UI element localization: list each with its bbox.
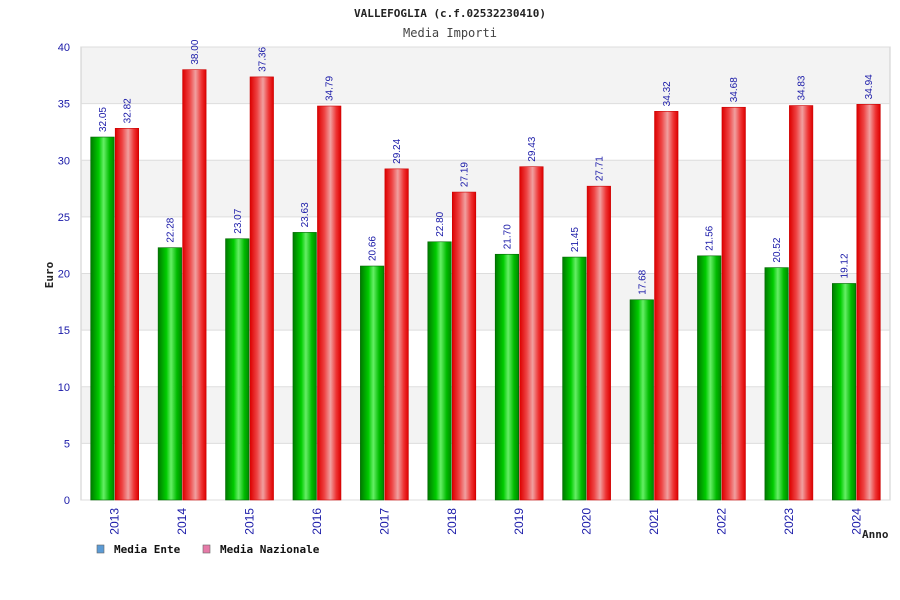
y-tick-label: 10 bbox=[58, 382, 70, 394]
bar-media-ente-2017 bbox=[360, 265, 385, 501]
legend-swatch bbox=[96, 544, 105, 554]
y-tick-label: 15 bbox=[58, 325, 70, 337]
y-tick-label: 5 bbox=[64, 438, 70, 450]
x-axis-label: Anno bbox=[862, 528, 889, 541]
data-label: 34.83 bbox=[797, 75, 808, 100]
data-label: 34.32 bbox=[662, 81, 673, 106]
bar-media-nazionale-2021 bbox=[654, 111, 679, 501]
bar-media-nazionale-2023 bbox=[789, 105, 814, 501]
data-label: 34.94 bbox=[864, 74, 875, 99]
legend-label: Media Ente bbox=[114, 543, 181, 556]
bar-media-nazionale-2019 bbox=[519, 166, 544, 501]
x-tick-label: 2014 bbox=[175, 508, 189, 535]
bar-media-ente-2022 bbox=[697, 255, 722, 501]
data-label: 32.82 bbox=[122, 98, 133, 123]
data-label: 23.63 bbox=[300, 202, 311, 227]
plot-band bbox=[81, 386, 890, 444]
bar-media-nazionale-2022 bbox=[721, 106, 746, 501]
x-tick-label: 2019 bbox=[512, 508, 526, 535]
y-tick-label: 25 bbox=[58, 212, 70, 224]
data-label: 20.52 bbox=[772, 237, 783, 262]
bar-media-ente-2021 bbox=[629, 299, 654, 501]
data-label: 34.68 bbox=[729, 77, 740, 102]
x-tick-label: 2021 bbox=[647, 508, 661, 535]
bar-media-ente-2020 bbox=[562, 256, 587, 501]
bars bbox=[90, 69, 881, 501]
x-tick-label: 2015 bbox=[243, 508, 257, 535]
data-label: 22.28 bbox=[165, 217, 176, 242]
data-label: 19.12 bbox=[840, 253, 851, 278]
data-label: 37.36 bbox=[257, 46, 268, 71]
x-axis-ticks: 2013 2014 2015 2016 2017 2018 2019 2020 2021 2022… bbox=[108, 508, 864, 535]
grid-lines bbox=[81, 46, 890, 501]
chart-title: VALLEFOGLIA (c.f.02532230410) bbox=[354, 7, 546, 20]
bar-media-ente-2014 bbox=[157, 247, 182, 501]
plot-band bbox=[81, 160, 890, 217]
y-axis-ticks: 0 5 10 15 20 25 30 35 40 bbox=[58, 42, 70, 507]
bar-media-nazionale-2024 bbox=[856, 104, 881, 501]
data-label: 27.19 bbox=[460, 162, 471, 187]
bar-media-ente-2023 bbox=[764, 267, 789, 501]
x-tick-label: 2017 bbox=[377, 508, 391, 535]
plot-band bbox=[81, 273, 890, 331]
y-tick-label: 30 bbox=[58, 155, 70, 167]
data-label: 21.45 bbox=[570, 227, 581, 252]
data-label: 17.68 bbox=[637, 269, 648, 294]
x-tick-label: 2022 bbox=[714, 508, 728, 535]
bar-media-nazionale-2015 bbox=[249, 76, 274, 501]
data-label: 20.66 bbox=[368, 236, 379, 261]
data-label: 34.79 bbox=[325, 76, 336, 101]
bar-media-ente-2024 bbox=[831, 283, 857, 501]
x-tick-label: 2018 bbox=[445, 508, 459, 535]
bar-media-nazionale-2020 bbox=[586, 185, 611, 501]
bar-media-ente-2016 bbox=[292, 232, 317, 501]
data-label: 29.43 bbox=[527, 136, 538, 161]
y-axis-label: Euro bbox=[43, 261, 56, 288]
plot-band bbox=[81, 47, 890, 104]
bar-media-ente-2015 bbox=[225, 238, 250, 501]
legend-label: Media Nazionale bbox=[220, 543, 320, 556]
bar-media-nazionale-2017 bbox=[384, 168, 409, 501]
data-label: 22.80 bbox=[435, 211, 446, 236]
data-label: 21.70 bbox=[502, 224, 513, 249]
data-label: 27.71 bbox=[594, 156, 605, 181]
data-label: 21.56 bbox=[705, 225, 716, 250]
x-tick-label: 2024 bbox=[849, 508, 863, 535]
y-tick-label: 35 bbox=[58, 99, 70, 111]
bar-media-ente-2019 bbox=[494, 253, 520, 501]
data-label: 23.07 bbox=[233, 208, 244, 233]
y-tick-label: 20 bbox=[58, 269, 70, 281]
x-tick-label: 2016 bbox=[310, 508, 324, 535]
legend: Media Ente Media Nazionale bbox=[96, 543, 320, 556]
bar-media-ente-2018 bbox=[427, 241, 452, 501]
data-labels: 32.05 32.82 22.28 38.00 23.07 37.36 23.63 34.79… bbox=[98, 39, 875, 295]
x-tick-label: 2020 bbox=[580, 508, 594, 535]
bar-media-nazionale-2014 bbox=[182, 69, 207, 501]
bar-media-nazionale-2016 bbox=[317, 105, 342, 501]
bar-media-nazionale-2013 bbox=[114, 128, 140, 501]
data-label: 32.05 bbox=[98, 107, 109, 132]
data-label: 29.24 bbox=[392, 138, 403, 163]
y-tick-label: 40 bbox=[58, 42, 70, 54]
bar-media-nazionale-2018 bbox=[451, 191, 477, 501]
x-tick-label: 2023 bbox=[782, 508, 796, 535]
legend-swatch bbox=[202, 544, 211, 554]
y-tick-label: 0 bbox=[64, 495, 70, 507]
bar-media-ente-2013 bbox=[90, 136, 115, 501]
chart-subtitle: Media Importi bbox=[403, 26, 497, 40]
x-tick-label: 2013 bbox=[108, 508, 122, 535]
data-label: 38.00 bbox=[190, 39, 201, 64]
